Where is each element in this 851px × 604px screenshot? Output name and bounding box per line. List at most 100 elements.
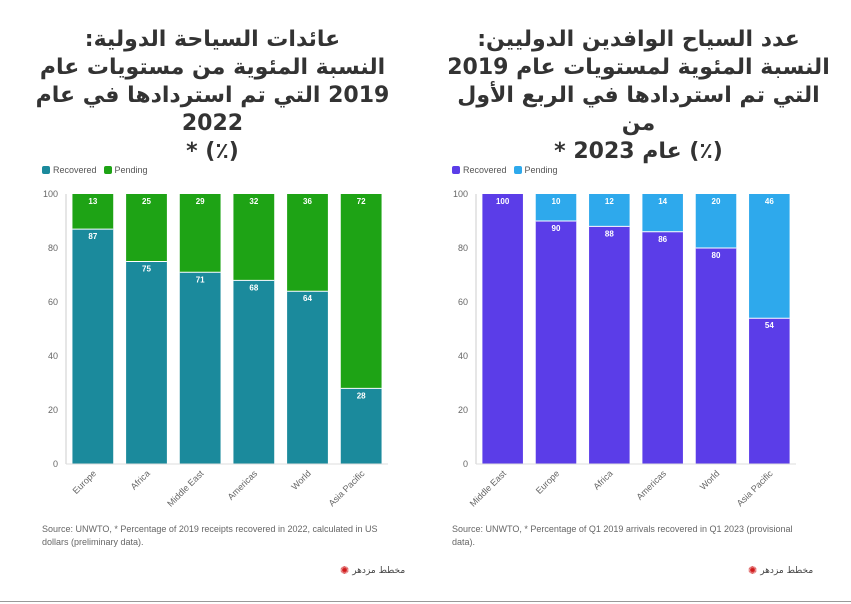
legend-swatch-recovered (452, 166, 460, 174)
bar-segment-recovered (749, 318, 790, 464)
legend-label: Recovered (53, 165, 97, 175)
data-label: 20 (712, 197, 721, 206)
brand-text: مخطط مزدهر (760, 565, 814, 576)
data-label: 86 (658, 235, 667, 244)
bar-segment-pending (72, 194, 114, 230)
bar-segment-pending (695, 194, 737, 248)
chart-title: عدد السياح الوافدين الدوليين: النسبة الم… (446, 26, 831, 166)
bar-segment-pending (179, 194, 221, 273)
legend-swatch-pending (513, 166, 522, 174)
y-tick-label: 80 (48, 243, 58, 253)
title-line: النسبة المئوية لمستويات عام 2019 (447, 55, 830, 80)
legend-swatch-pending (103, 166, 112, 174)
y-tick-label: 0 (53, 459, 58, 469)
data-label: 25 (142, 197, 151, 206)
x-tick-label: Africa (129, 468, 152, 491)
y-tick-label: 40 (458, 351, 468, 361)
y-tick-label: 40 (48, 351, 58, 361)
legend-item-recovered[interactable]: Recovered (452, 165, 507, 175)
title-line: 2019 التي تم استردادها في عام 2022 (35, 83, 390, 136)
data-label: 28 (357, 391, 366, 400)
title-line: النسبة المئوية من مستويات عام (39, 55, 386, 80)
x-tick-label: Middle East (468, 468, 509, 509)
data-label: 80 (712, 251, 721, 260)
data-label: 68 (249, 283, 258, 292)
data-label: 75 (142, 265, 151, 274)
title-line: عائدات السياحة الدولية: (84, 27, 341, 52)
y-tick-label: 60 (458, 297, 468, 307)
x-tick-label: Europe (534, 468, 562, 496)
x-tick-label: World (289, 468, 313, 492)
chart-legend: Recovered Pending (452, 165, 565, 175)
x-tick-label: Asia Pacific (735, 468, 775, 508)
data-label: 90 (552, 224, 561, 233)
legend-label: Pending (114, 165, 148, 175)
bar-segment-pending (233, 194, 275, 281)
source-note: Source: UNWTO, * Percentage of 2019 rece… (42, 524, 378, 547)
bar-segment-recovered (535, 221, 577, 464)
data-label: 14 (658, 197, 667, 206)
legend-label: Recovered (463, 165, 507, 175)
title-line: (٪) عام 2023 * (554, 139, 723, 164)
bar-segment-pending (340, 194, 382, 389)
data-label: 54 (765, 321, 774, 330)
x-tick-label: Africa (591, 468, 614, 491)
chart-panel-receipts: عائدات السياحة الدولية: النسبة المئوية م… (0, 0, 425, 604)
bar-segment-pending (642, 194, 683, 232)
bar-segment-pending (287, 194, 328, 292)
brand-logo[interactable]: مخطط مزدهر ✺ (748, 564, 813, 577)
x-tick-label: World (698, 468, 722, 492)
data-label: 71 (196, 275, 205, 284)
brand-logo[interactable]: مخطط مزدهر ✺ (340, 564, 405, 577)
chart-legend: Recovered Pending (42, 165, 155, 175)
bar-segment-pending (749, 194, 790, 319)
bar-segment-pending (126, 194, 167, 262)
data-label: 13 (88, 197, 97, 206)
bar-segment-recovered (642, 231, 683, 464)
title-line: التي تم استردادها في الربع الأول من (457, 83, 820, 136)
bar-segment-recovered (72, 229, 114, 464)
bar-segment-recovered (482, 194, 523, 464)
panel-divider (425, 0, 426, 604)
y-tick-label: 20 (48, 405, 58, 415)
y-tick-label: 100 (43, 189, 58, 199)
bar-segment-pending (589, 194, 630, 227)
bar-segment-recovered (695, 248, 737, 464)
y-tick-label: 20 (458, 405, 468, 415)
source-note: Source: UNWTO, * Percentage of Q1 2019 a… (452, 524, 793, 547)
x-tick-label: Asia Pacific (327, 468, 367, 508)
data-label: 88 (605, 229, 614, 238)
title-line: عدد السياح الوافدين الدوليين: (477, 27, 800, 52)
x-tick-label: Europe (71, 468, 99, 496)
data-label: 87 (88, 232, 97, 241)
y-tick-label: 0 (463, 459, 468, 469)
sun-logo-icon: ✺ (340, 564, 350, 577)
bar-segment-recovered (589, 226, 630, 464)
bar-segment-recovered (126, 261, 167, 464)
bar-segment-recovered (233, 280, 275, 464)
bar-chart-receipts: 0 20 40 60 80 100 87 13 Europe 75 25 Africa 71 29 Midd… (43, 189, 388, 509)
x-tick-label: Middle East (165, 468, 206, 509)
data-label: 32 (249, 197, 258, 206)
bar-chart-arrivals: 0 20 40 60 80 100 100 Middle East 90 10 Europe 88 12… (453, 189, 796, 509)
y-tick-label: 80 (458, 243, 468, 253)
y-tick-label: 100 (453, 189, 468, 199)
legend-item-recovered[interactable]: Recovered (42, 165, 97, 175)
chart-panel-arrivals: عدد السياح الوافدين الدوليين: النسبة الم… (426, 0, 851, 604)
legend-item-pending[interactable]: Pending (103, 165, 148, 175)
bar-segment-pending (535, 194, 577, 221)
legend-label: Pending (524, 165, 558, 175)
legend-item-pending[interactable]: Pending (513, 165, 558, 175)
bar-segment-recovered (340, 388, 382, 464)
chart-title: عائدات السياحة الدولية: النسبة المئوية م… (20, 26, 405, 166)
x-tick-label: Americas (634, 468, 668, 502)
x-tick-label: Americas (226, 468, 260, 502)
data-label: 36 (303, 197, 312, 206)
data-label: 29 (196, 197, 205, 206)
data-label: 12 (605, 197, 614, 206)
data-label: 46 (765, 197, 774, 206)
bar-segment-recovered (179, 272, 221, 464)
data-label: 100 (496, 197, 510, 206)
sun-logo-icon: ✺ (748, 564, 758, 577)
y-tick-label: 60 (48, 297, 58, 307)
